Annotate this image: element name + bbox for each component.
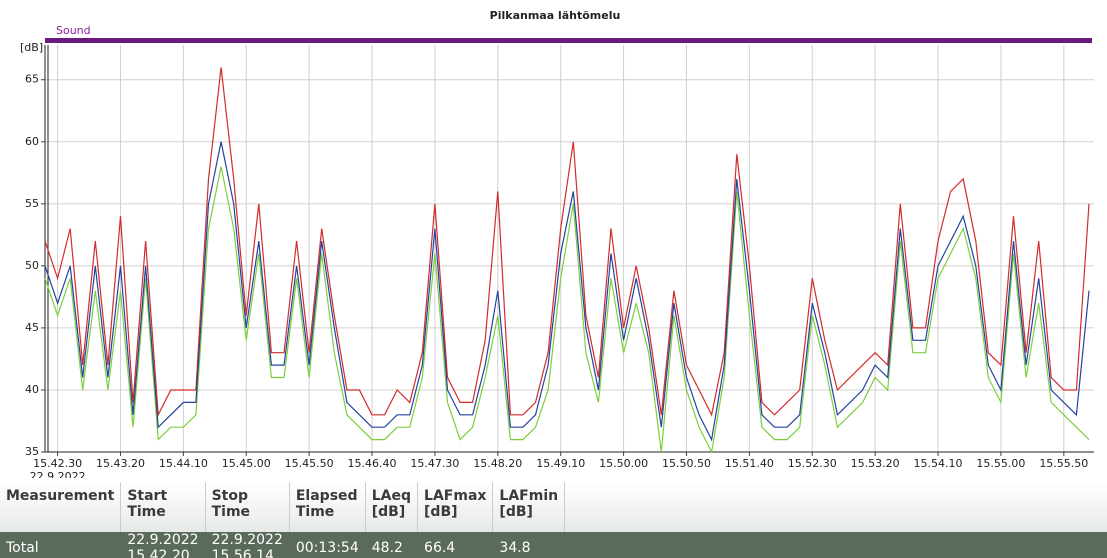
header-spacer bbox=[564, 482, 1107, 532]
chart: Pilkanmaa lähtömelu Sound [dB] 35 40 45 50 5… bbox=[20, 9, 1094, 483]
x-tick-label: 15.44.10 bbox=[159, 457, 208, 470]
channel-bar bbox=[45, 38, 1092, 43]
column-header: LAFmax [dB] bbox=[417, 482, 494, 532]
x-tick-label: 15.55.00 bbox=[976, 457, 1025, 470]
channel-label: Sound bbox=[56, 24, 91, 37]
data-line bbox=[44, 67, 1090, 417]
x-tick-label: 15.47.30 bbox=[410, 457, 459, 470]
x-tick-label: 15.45.00 bbox=[222, 457, 271, 470]
data-line bbox=[44, 166, 1090, 454]
x-date-label: 22.9.2022 bbox=[30, 470, 86, 478]
y-tick-label: 35 bbox=[25, 445, 39, 458]
table-row: Total 22.9.2022 15.42.20 22.9.2022 15.56.1… bbox=[0, 532, 1107, 558]
table-cell: 22.9.2022 15.56.14 bbox=[205, 532, 290, 558]
x-tick-label: 15.50.00 bbox=[599, 457, 648, 470]
x-tick-label: 15.45.50 bbox=[285, 457, 334, 470]
y-tick-label: 40 bbox=[25, 383, 39, 396]
x-tick-label: 15.52.30 bbox=[788, 457, 837, 470]
results-table: Measurement Start Time Stop Time Elapsed Ti… bbox=[0, 482, 1107, 558]
table-cell: 22.9.2022 15.42.20 bbox=[120, 532, 206, 558]
column-header: Start Time bbox=[120, 482, 206, 532]
column-header: LAeq [dB] bbox=[365, 482, 419, 532]
y-tick-label: 65 bbox=[25, 73, 39, 86]
x-tick-label: 15.50.50 bbox=[662, 457, 711, 470]
chart-title: Pilkanmaa lähtömelu bbox=[490, 9, 621, 22]
y-tick-label: 55 bbox=[25, 197, 39, 210]
x-tick-label: 15.42.30 bbox=[33, 457, 82, 470]
column-header: Measurement bbox=[0, 482, 122, 532]
table-cell: 48.2 bbox=[365, 532, 419, 558]
x-tick-label: 15.46.40 bbox=[348, 457, 397, 470]
row-spacer bbox=[564, 532, 1107, 558]
table-cell: 34.8 bbox=[492, 532, 566, 558]
table-cell: Total bbox=[0, 532, 122, 558]
table-header: Measurement Start Time Stop Time Elapsed Ti… bbox=[0, 482, 1107, 532]
table-cell: 00:13:54 bbox=[289, 532, 366, 558]
y-tick-label: 45 bbox=[25, 321, 39, 334]
y-tick-label: 50 bbox=[25, 259, 39, 272]
x-tick-label: 15.54.10 bbox=[914, 457, 963, 470]
column-header: Stop Time bbox=[205, 482, 290, 532]
y-axis-label: [dB] bbox=[20, 41, 43, 54]
x-tick-label: 15.53.20 bbox=[851, 457, 900, 470]
table-cell: 66.4 bbox=[417, 532, 494, 558]
data-line bbox=[44, 141, 1090, 442]
x-tick-label: 15.51.40 bbox=[725, 457, 774, 470]
x-tick-label: 15.48.20 bbox=[473, 457, 522, 470]
x-tick-label: 15.43.20 bbox=[96, 457, 145, 470]
column-header: Elapsed Time bbox=[289, 482, 366, 532]
column-header: LAFmin [dB] bbox=[492, 482, 566, 532]
y-tick-label: 60 bbox=[25, 135, 39, 148]
table-body: Total 22.9.2022 15.42.20 22.9.2022 15.56.1… bbox=[0, 532, 1107, 558]
x-tick-label: 15.49.10 bbox=[536, 457, 585, 470]
x-tick-label: 15.55.50 bbox=[1039, 457, 1088, 470]
